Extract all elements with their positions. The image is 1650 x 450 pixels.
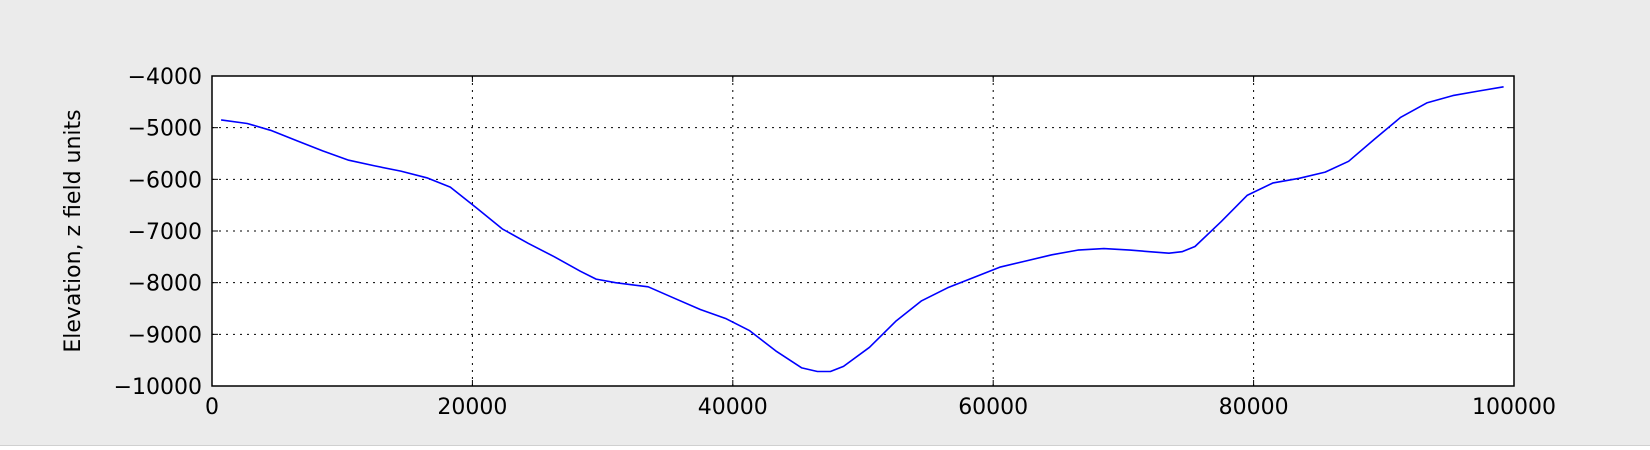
x-tick-label: 0 [205, 395, 219, 420]
y-tick-label: −6000 [128, 168, 202, 193]
x-tick-label: 40000 [698, 395, 768, 420]
x-tick-label: 80000 [1219, 395, 1289, 420]
x-tick-label: 60000 [958, 395, 1028, 420]
x-tick-label: 20000 [437, 395, 507, 420]
y-tick-label: −10000 [114, 375, 202, 400]
x-tick-labels: 0 20000 40000 60000 80000 100000 [205, 395, 1556, 420]
x-tick-label: 100000 [1472, 395, 1556, 420]
y-tick-label: −4000 [128, 65, 202, 90]
series-layer [220, 86, 1504, 373]
tick-marks [211, 75, 1515, 387]
y-axis-label: Elevation, z field units [61, 109, 86, 352]
y-tick-label: −9000 [128, 323, 202, 348]
y-tick-label: −8000 [128, 272, 202, 297]
y-tick-label: −5000 [128, 117, 202, 142]
y-tick-labels: −4000 −5000 −6000 −7000 −8000 −9000 −10000 [114, 65, 202, 400]
elevation-profile-line [220, 86, 1504, 373]
bottom-panel-edge [0, 445, 1650, 450]
y-tick-label: −7000 [128, 220, 202, 245]
